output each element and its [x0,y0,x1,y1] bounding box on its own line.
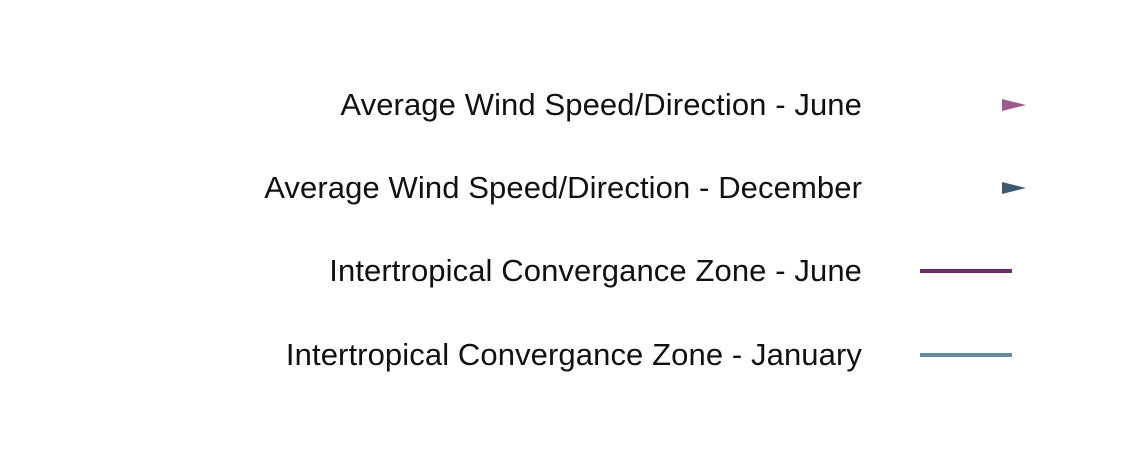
solid-line-icon [900,259,1030,283]
legend-item-itcz-june: Intertropical Convergance Zone - June [0,246,1127,296]
legend-item-wind-june: Average Wind Speed/Direction - June [0,80,1127,130]
legend-label: Intertropical Convergance Zone - June [329,253,862,288]
legend-label: Intertropical Convergance Zone - January [285,337,862,372]
legend-label: Average Wind Speed/Direction - June [340,87,862,122]
dotted-arrow-icon [900,93,1030,117]
dotted-arrow-icon [900,176,1030,200]
solid-line-icon [900,343,1030,367]
legend-label: Average Wind Speed/Direction - December [264,170,862,205]
legend-item-itcz-january: Intertropical Convergance Zone - January [0,330,1127,380]
legend-item-wind-december: Average Wind Speed/Direction - December [0,163,1127,213]
